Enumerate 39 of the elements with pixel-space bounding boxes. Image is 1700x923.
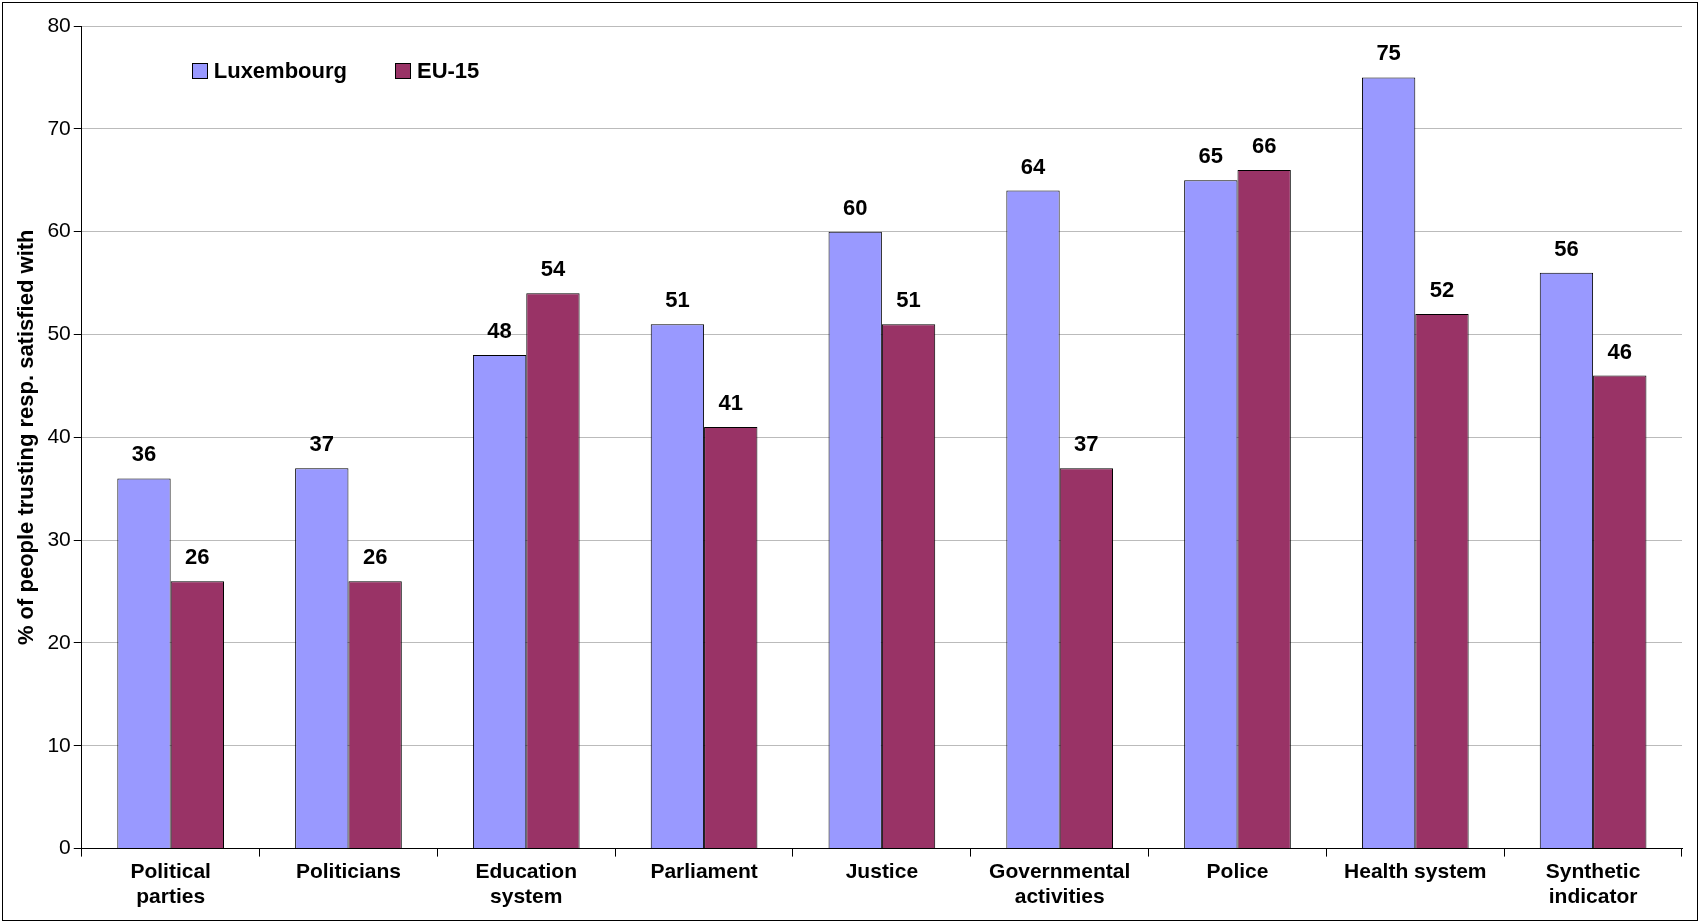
y-tick-label: 60 xyxy=(47,218,71,242)
x-tick-label: Health system xyxy=(1344,859,1487,882)
y-tick-label: 10 xyxy=(47,732,71,756)
data-label: 37 xyxy=(309,431,335,457)
data-label: 60 xyxy=(842,194,868,220)
data-label: 26 xyxy=(362,544,388,570)
data-label: 51 xyxy=(896,287,921,313)
y-tick-label: 20 xyxy=(47,629,71,653)
x-tick-label: Politicians xyxy=(295,859,401,882)
data-label: 75 xyxy=(1376,40,1401,66)
x-tick-label: Political parties xyxy=(130,859,211,908)
data-label: 26 xyxy=(185,544,210,570)
y-tick-label: 40 xyxy=(47,424,71,448)
y-tick-label: 80 xyxy=(47,12,71,36)
y-tick-label: 0 xyxy=(59,835,71,859)
y-tick-label: 70 xyxy=(47,115,71,139)
data-label: 56 xyxy=(1554,235,1579,261)
y-axis-title: % of people trusting resp. satisfied with xyxy=(13,229,39,646)
data-label: 66 xyxy=(1251,133,1277,159)
data-label: 36 xyxy=(131,441,157,467)
data-label: 37 xyxy=(1074,431,1099,457)
data-label: 46 xyxy=(1607,338,1633,364)
y-tick-label: 50 xyxy=(47,321,71,345)
x-tick-label: Police xyxy=(1206,859,1269,882)
y-tick-label: 30 xyxy=(47,526,71,550)
legend-label: Luxembourg xyxy=(213,58,347,84)
data-label: 54 xyxy=(540,256,566,282)
legend-label: EU-15 xyxy=(416,58,480,84)
x-tick-label: Justice xyxy=(845,859,919,882)
x-tick-label: Parliament xyxy=(650,859,758,882)
x-tick-label: Governmental activities xyxy=(989,859,1131,908)
data-label: 64 xyxy=(1020,153,1047,179)
data-label: 41 xyxy=(718,390,743,416)
data-label: 51 xyxy=(665,287,690,313)
x-tick-label: Synthetic indicator xyxy=(1545,859,1641,908)
data-label: 52 xyxy=(1429,276,1455,302)
data-label: 48 xyxy=(487,318,512,344)
data-label: 65 xyxy=(1198,143,1224,169)
x-tick-label: Education system xyxy=(475,859,578,908)
